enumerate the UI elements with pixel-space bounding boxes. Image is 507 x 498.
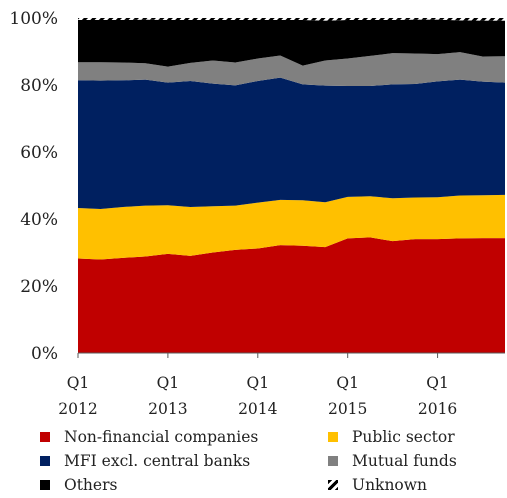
legend-swatch	[40, 432, 50, 442]
legend-item: Mutual funds	[328, 452, 457, 470]
x-tick-label-quarter: Q1	[157, 374, 180, 392]
x-tick-label-quarter: Q1	[67, 374, 90, 392]
legend-label: Mutual funds	[352, 452, 457, 470]
legend-item: Public sector	[328, 428, 455, 446]
stacked-area-chart: 0% 20% 40% 60% 80% 100% Q1 2012 Q1 2013 Q1 2014 Q1 20…	[9, 9, 505, 418]
area-series-mutual-funds	[78, 52, 505, 87]
x-tick-label-quarter: Q1	[426, 374, 449, 392]
legend-swatch	[40, 480, 50, 490]
legend-swatch	[328, 432, 338, 442]
y-tick-label: 60%	[20, 143, 58, 163]
legend-item: Non-financial companies	[40, 428, 258, 446]
legend-item: MFI excl. central banks	[40, 452, 250, 470]
y-tick-label: 20%	[20, 277, 58, 297]
legend-item: Others	[40, 476, 117, 494]
x-tick-label-quarter: Q1	[247, 374, 270, 392]
legend-swatch	[40, 456, 50, 466]
legend-swatch	[328, 456, 338, 466]
x-tick-label-quarter: Q1	[336, 374, 359, 392]
axes: 0% 20% 40% 60% 80% 100% Q1 2012 Q1 2013 Q1 2014 Q1 20…	[9, 9, 505, 418]
y-tick-label: 100%	[9, 9, 58, 29]
y-tick-label: 0%	[31, 344, 58, 364]
x-tick-label-year: 2015	[328, 400, 367, 418]
area-series-non-financial-companies	[78, 237, 505, 353]
x-tick-label-year: 2013	[148, 400, 187, 418]
legend-label: Non-financial companies	[64, 428, 259, 446]
x-tick-label-year: 2012	[58, 400, 97, 418]
y-tick-label: 80%	[20, 76, 58, 96]
legend-swatch	[328, 480, 338, 490]
area-series-mfi-excl-central-banks	[78, 77, 505, 209]
plot-area	[78, 18, 505, 353]
legend-label: Unknown	[352, 476, 428, 494]
x-tick-label-year: 2014	[238, 400, 278, 418]
legend-label: Others	[64, 476, 118, 494]
area-series-others	[78, 19, 505, 67]
area-series-public-sector	[78, 194, 505, 260]
y-tick-label: 40%	[20, 210, 58, 230]
legend-label: Public sector	[352, 428, 455, 446]
legend-item: Unknown	[328, 476, 427, 494]
legend-label: MFI excl. central banks	[64, 452, 251, 470]
x-tick-label-year: 2016	[418, 400, 457, 418]
area-series-unknown	[78, 18, 505, 21]
